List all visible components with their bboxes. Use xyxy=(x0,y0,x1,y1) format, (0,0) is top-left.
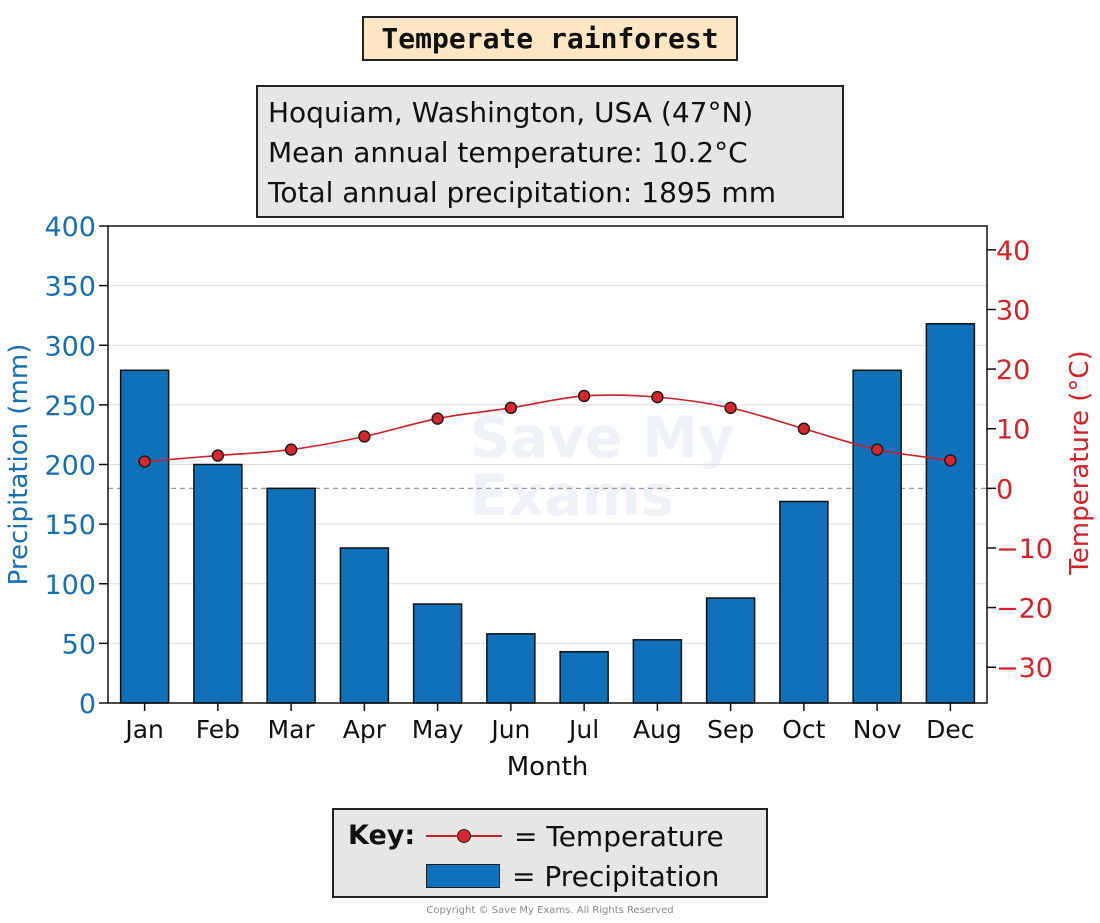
legend-label-precipitation: = Precipitation xyxy=(512,859,720,893)
x-tick-label: Nov xyxy=(853,715,902,744)
climate-chart: 0 50 100 150 200 250 300 350 400 −30 −20 −10 0 10 20 30… xyxy=(4,212,1095,782)
y2-tick-label: −30 xyxy=(996,653,1053,684)
y-tick-label: 300 xyxy=(44,331,96,362)
precipitation-bar xyxy=(705,597,756,704)
chart-title: Temperate rainforest xyxy=(362,16,738,61)
y-axis-label: Precipitation (mm) xyxy=(4,344,34,586)
x-tick-label: Sep xyxy=(707,715,754,744)
x-tick-label: Jan xyxy=(123,715,164,744)
precipitation-bar xyxy=(119,369,170,704)
info-mean-temperature: Mean annual temperature: 10.2°C xyxy=(268,136,748,169)
info-total-precipitation: Total annual precipitation: 1895 mm xyxy=(268,176,776,209)
precipitation-bar xyxy=(852,369,902,704)
precipitation-bar xyxy=(339,547,390,704)
info-location: Hoquiam, Washington, USA (47°N) xyxy=(268,96,754,129)
y-tick-label: 250 xyxy=(44,391,96,422)
temperature-point xyxy=(138,455,151,468)
y2-tick-label: 0 xyxy=(996,474,1013,505)
x-tick-label: Dec xyxy=(926,715,974,744)
precipitation-bar xyxy=(925,323,976,704)
temperature-point xyxy=(944,454,957,467)
y-tick-label: 0 xyxy=(79,689,96,720)
temperature-point xyxy=(797,422,811,435)
temperature-line xyxy=(138,389,957,468)
axes: 0 50 100 150 200 250 300 350 400 −30 −20 −10 0 10 20 30… xyxy=(44,212,1053,744)
precipitation-bars xyxy=(119,323,976,704)
watermark-line-2: Exams xyxy=(470,464,674,529)
temperature-point xyxy=(724,401,737,415)
temperature-point xyxy=(577,389,591,403)
temperature-point xyxy=(211,449,225,462)
precipitation-bar xyxy=(193,463,243,704)
legend-label-temperature: = Temperature xyxy=(514,819,724,853)
temperature-point xyxy=(504,401,518,415)
legend: Key: = Temperature = Precipitation xyxy=(332,808,768,898)
x-axis-label: Month xyxy=(507,752,589,782)
legend-item-precipitation: = Precipitation xyxy=(426,858,719,894)
precipitation-bar xyxy=(266,487,316,704)
legend-title: Key: xyxy=(348,820,416,851)
y2-tick-label: 40 xyxy=(996,236,1030,267)
info-box: Hoquiam, Washington, USA (47°N) Mean ann… xyxy=(256,85,844,218)
x-tick-label: Aug xyxy=(633,715,682,744)
y2-tick-label: 20 xyxy=(996,355,1030,386)
temperature-series-line xyxy=(144,394,951,463)
temperature-line-marker-icon xyxy=(426,824,502,848)
x-tick-label: May xyxy=(412,715,464,744)
y-tick-label: 50 xyxy=(62,629,96,660)
precipitation-bar-swatch-icon xyxy=(426,864,500,888)
temperature-point xyxy=(651,390,664,404)
y2-tick-label: −10 xyxy=(996,534,1053,565)
legend-item-temperature: = Temperature xyxy=(426,818,724,854)
y-tick-label: 100 xyxy=(44,570,96,601)
precipitation-bar xyxy=(779,500,829,704)
y-tick-label: 400 xyxy=(44,212,96,243)
x-tick-label: Jul xyxy=(567,715,599,744)
temperature-point xyxy=(431,412,444,425)
y-tick-label: 200 xyxy=(44,451,96,482)
x-tick-label: Feb xyxy=(196,715,240,744)
temperature-point xyxy=(358,430,371,443)
copyright-notice: Copyright © Save My Exams. All Rights Re… xyxy=(426,905,674,916)
y2-tick-label: −20 xyxy=(996,594,1053,625)
y2-tick-label: 10 xyxy=(996,415,1030,446)
y2-axis-label: Temperature (°C) xyxy=(1065,350,1095,575)
x-tick-label: Jun xyxy=(489,715,530,744)
precipitation-bar xyxy=(632,639,683,704)
x-tick-label: Mar xyxy=(268,715,316,744)
y-tick-label: 150 xyxy=(44,510,96,541)
watermark: Save My Exams xyxy=(470,410,790,526)
precipitation-bar xyxy=(412,603,463,704)
precipitation-bar xyxy=(559,650,609,704)
precipitation-bar xyxy=(486,633,536,704)
temperature-point xyxy=(284,443,298,456)
watermark-line-1: Save My xyxy=(470,406,735,471)
temperature-point xyxy=(870,443,884,456)
y2-tick-label: 30 xyxy=(996,295,1030,326)
x-tick-label: Apr xyxy=(343,715,387,744)
y-tick-label: 350 xyxy=(44,272,96,303)
x-tick-label: Oct xyxy=(782,715,825,744)
